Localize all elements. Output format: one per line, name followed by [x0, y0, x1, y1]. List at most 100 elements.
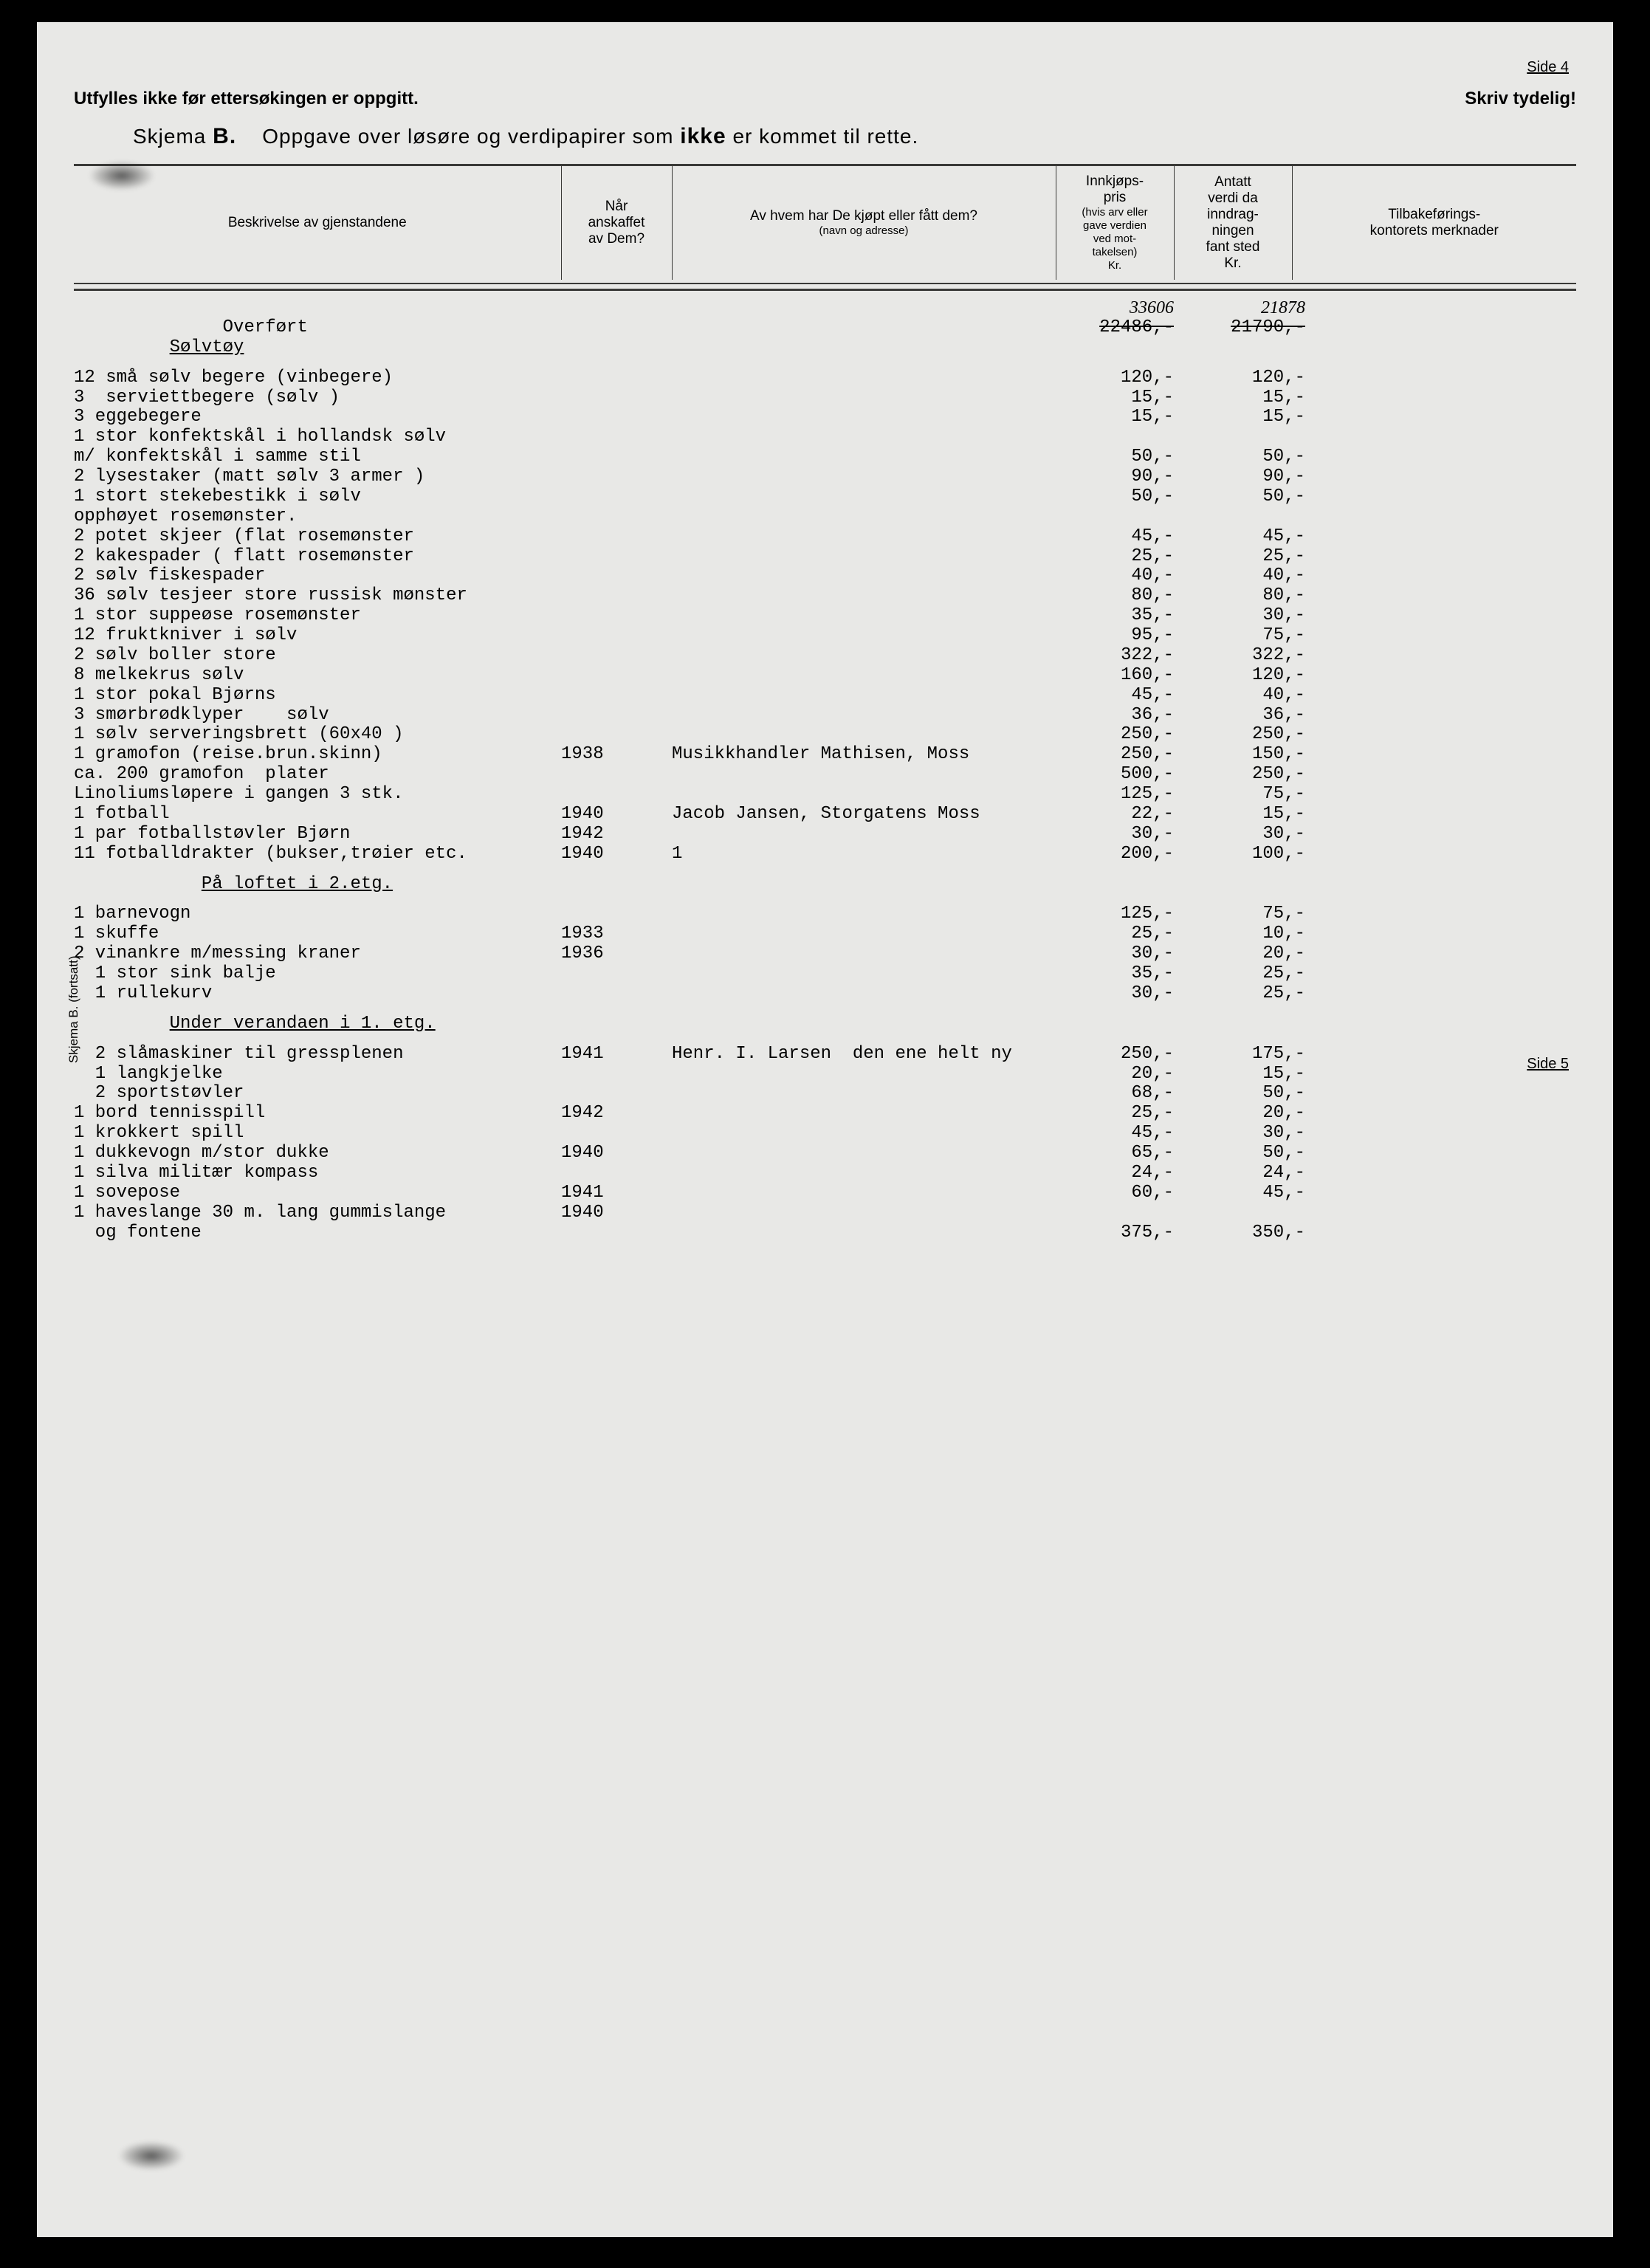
instruction-right: Skriv tydelig! — [1465, 89, 1576, 109]
cell-price2: 24,- — [1187, 1164, 1319, 1183]
table-row: 8 melkekrus sølv160,-120,- — [74, 666, 1576, 686]
cell-from — [672, 924, 1056, 944]
cell-price2: 75,- — [1187, 904, 1319, 924]
cell-from — [672, 1183, 1056, 1203]
table-row: 2 slåmaskiner til gressplenen1941Henr. I… — [74, 1045, 1576, 1065]
title-post: er kommet til rette. — [732, 125, 918, 148]
cell-price2: 150,- — [1187, 745, 1319, 765]
cell-desc: 1 gramofon (reise.brun.skinn) — [74, 745, 561, 765]
table-row: og fontene375,-350,- — [74, 1223, 1576, 1243]
table-row: 1 par fotballstøvler Bjørn194230,-30,- — [74, 825, 1576, 845]
cell-from: Jacob Jansen, Storgatens Moss — [672, 805, 1056, 825]
cell-from: Henr. I. Larsen den ene helt ny — [672, 1045, 1056, 1065]
title-mid: Oppgave over løsøre og verdipapirer som — [262, 125, 673, 148]
cell-when — [561, 547, 672, 567]
cell-when — [561, 427, 672, 447]
cell-price2: 45,- — [1187, 1183, 1319, 1203]
cell-price2: 75,- — [1187, 785, 1319, 805]
cell-price2: 25,- — [1187, 984, 1319, 1004]
table-row: opphøyet rosemønster. — [74, 507, 1576, 527]
cell-from — [672, 1104, 1056, 1124]
cell-price1: 250,- — [1056, 745, 1187, 765]
cell-price1: 68,- — [1056, 1084, 1187, 1104]
table-row: 1 rullekurv30,-25,- — [74, 984, 1576, 1004]
cell-when: 1940 — [561, 1144, 672, 1164]
cell-desc: 2 sportstøvler — [74, 1084, 561, 1104]
cell-from — [672, 547, 1056, 567]
cell-price2: 30,- — [1187, 606, 1319, 626]
section-heading: Sølvtøy — [74, 338, 1576, 358]
cell-from — [672, 1084, 1056, 1104]
cell-when — [561, 1084, 672, 1104]
cell-from: 1 — [672, 845, 1056, 865]
cell-price2: 250,- — [1187, 725, 1319, 745]
cell-price1: 200,- — [1056, 845, 1187, 865]
cell-desc: 1 stort stekebestikk i sølv — [74, 487, 561, 507]
cell-when: 1942 — [561, 825, 672, 845]
cell-from — [672, 904, 1056, 924]
page-number-top: Side 4 — [1527, 59, 1569, 76]
table-row: ca. 200 gramofon plater500,-250,- — [74, 765, 1576, 785]
section-heading: Under verandaen i 1. etg. — [74, 1014, 1576, 1034]
cell-price2: 90,- — [1187, 467, 1319, 487]
ink-smudge — [89, 161, 155, 190]
page-number-side: Side 5 — [1527, 1056, 1569, 1073]
cell-from — [672, 725, 1056, 745]
cell-price2: 36,- — [1187, 706, 1319, 726]
cell-when: 1933 — [561, 924, 672, 944]
cell-from — [672, 447, 1056, 467]
section-heading: På loftet i 2.etg. — [74, 875, 1576, 895]
table-row: 12 fruktkniver i sølv95,-75,- — [74, 626, 1576, 646]
table-row: 12 små sølv begere (vinbegere)120,-120,- — [74, 368, 1576, 388]
header-table: Beskrivelse av gjenstandene Når anskaffe… — [74, 166, 1576, 280]
table-row: 2 vinankre m/messing kraner193630,-20,- — [74, 944, 1576, 964]
header-price2: Antatt verdi da inndrag- ningen fant ste… — [1174, 166, 1292, 280]
table-row: 1 bord tennisspill194225,-20,- — [74, 1104, 1576, 1124]
cell-price1: 125,- — [1056, 785, 1187, 805]
cell-price2: 50,- — [1187, 487, 1319, 507]
cell-price2: 30,- — [1187, 825, 1319, 845]
cell-when — [561, 646, 672, 666]
cell-price1: 15,- — [1056, 408, 1187, 427]
cell-desc: og fontene — [74, 1223, 561, 1243]
table-row: 1 fotball1940Jacob Jansen, Storgatens Mo… — [74, 805, 1576, 825]
cell-when: 1940 — [561, 1203, 672, 1223]
cell-price2: 50,- — [1187, 1144, 1319, 1164]
cell-price1: 322,- — [1056, 646, 1187, 666]
cell-when — [561, 507, 672, 527]
cell-desc: Linoliumsløpere i gangen 3 stk. — [74, 785, 561, 805]
cell-price1: 50,- — [1056, 487, 1187, 507]
cell-from — [672, 1065, 1056, 1085]
cell-from — [672, 825, 1056, 845]
cell-desc: 2 potet skjeer (flat rosemønster — [74, 527, 561, 547]
cell-from — [672, 1144, 1056, 1164]
cell-from — [672, 1223, 1056, 1243]
cell-desc: 1 rullekurv — [74, 984, 561, 1004]
carried-forward-hand: 33606 21878 — [74, 298, 1576, 318]
cell-when — [561, 1223, 672, 1243]
cell-price2: 120,- — [1187, 368, 1319, 388]
cell-when — [561, 686, 672, 706]
cell-price1: 40,- — [1056, 566, 1187, 586]
cell-price1: 22,- — [1056, 805, 1187, 825]
cell-from — [672, 606, 1056, 626]
table-row: 1 haveslange 30 m. lang gummislange1940 — [74, 1203, 1576, 1223]
cell-when — [561, 666, 672, 686]
cell-price2 — [1187, 427, 1319, 447]
table-row: 3 smørbrødklyper sølv36,-36,- — [74, 706, 1576, 726]
vertical-label: Skjema B. (fortsatt) — [66, 956, 81, 1063]
header-when: Når anskaffet av Dem? — [561, 166, 672, 280]
cell-when: 1940 — [561, 805, 672, 825]
cell-desc: 2 sølv fiskespader — [74, 566, 561, 586]
cell-desc: 1 sovepose — [74, 1183, 561, 1203]
table-row: 1 stor suppeøse rosemønster35,-30,- — [74, 606, 1576, 626]
cell-from — [672, 586, 1056, 606]
cell-price1: 20,- — [1056, 1065, 1187, 1085]
top-instructions: Utfylles ikke før ettersøkingen er oppgi… — [74, 89, 1576, 109]
table-row: 2 sportstøvler68,-50,- — [74, 1084, 1576, 1104]
cell-price2: 20,- — [1187, 944, 1319, 964]
cell-price1: 25,- — [1056, 547, 1187, 567]
cell-desc: 2 slåmaskiner til gressplenen — [74, 1045, 561, 1065]
cell-from — [672, 487, 1056, 507]
cell-desc: 1 haveslange 30 m. lang gummislange — [74, 1203, 561, 1223]
